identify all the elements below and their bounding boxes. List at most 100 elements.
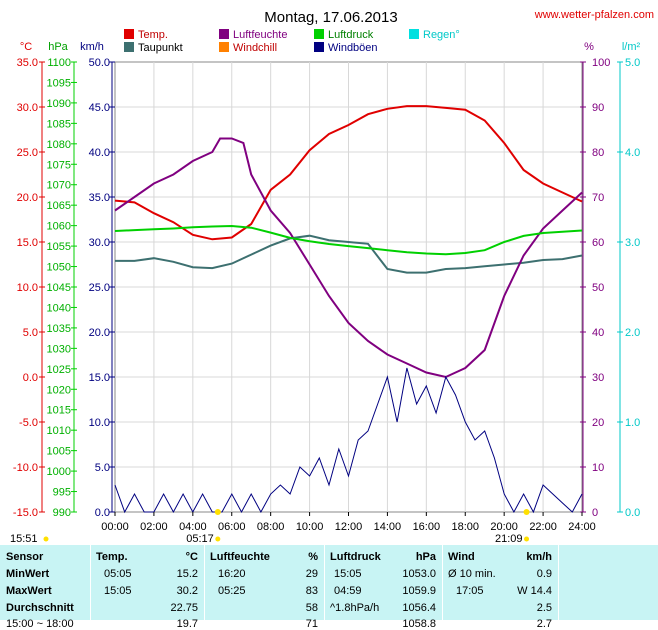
stats-time: 04:59 <box>334 585 362 597</box>
tick-label-humidity: 40 <box>592 327 604 339</box>
stats-header-temp: Temp. <box>96 551 128 563</box>
tick-label-wind: 5.0 <box>95 462 110 474</box>
tick-label-wind: 50.0 <box>89 57 110 69</box>
tick-label-pressure: 1090 <box>47 98 71 110</box>
sunrise-label: 05:17 <box>186 533 214 545</box>
tick-label-humidity: 0 <box>592 507 598 519</box>
weather-chart: Montag, 17.06.2013 www.wetter-pfalzen.co… <box>10 9 654 545</box>
tick-label-rain: 1.0 <box>625 417 640 429</box>
legend: Temp. Luftfeuchte Luftdruck Regen° Taupunkt W… <box>124 29 460 54</box>
tick-label-pressure: 1005 <box>47 446 71 458</box>
tick-label-pressure: 1100 <box>47 57 71 69</box>
stats-time: 15:05 <box>104 585 132 597</box>
stats-col-pressure: Luftdruck hPa 15:05 1053.0 04:59 1059.9 … <box>324 545 443 630</box>
legend-label: Luftfeuchte <box>233 29 287 41</box>
stats-time: 15:05 <box>334 568 362 580</box>
x-tick-label: 10:00 <box>296 521 324 533</box>
stats-time: 16:20 <box>218 568 246 580</box>
unit-celsius: °C <box>20 41 32 53</box>
tick-label-wind: 45.0 <box>89 102 110 114</box>
tick-label-wind: 15.0 <box>89 372 110 384</box>
series-line-1 <box>115 234 583 274</box>
stats-col-wind: Wind km/h Ø 10 min. 0.9 17:05 W 14.4 2.5… <box>442 545 559 630</box>
tick-label-wind: 0.0 <box>95 507 110 519</box>
stats-col-temp: Temp. °C 05:05 15.2 15:05 30.2 22.75 19.… <box>90 545 205 630</box>
tick-label-humidity: 90 <box>592 102 604 114</box>
tick-label-wind: 10.0 <box>89 417 110 429</box>
tick-label-pressure: 1020 <box>47 384 71 396</box>
x-tick-label: 00:00 <box>101 521 129 533</box>
axes: 35.0 30.0 25.0 20.0 15.0 10.0 5.0 0.0 -5.0 -10.0 -… <box>13 57 640 519</box>
x-tick-label: 20:00 <box>490 521 518 533</box>
tick-label-temperature: 30.0 <box>17 102 38 114</box>
tick-label-pressure: 1035 <box>47 323 71 335</box>
stats-value: 1056.4 <box>402 602 436 614</box>
stats-value: W 14.4 <box>517 585 552 597</box>
sunrise-marker <box>214 509 221 515</box>
legend-swatch <box>314 42 324 52</box>
tick-label-temperature: 15.0 <box>17 237 38 249</box>
stats-time: 17:05 <box>456 585 484 597</box>
sunset-label: 21:09 <box>495 533 523 545</box>
stats-value: 83 <box>305 585 318 597</box>
tick-label-temperature: 10.0 <box>17 282 38 294</box>
x-tick-label: 02:00 <box>140 521 168 533</box>
tick-label-pressure: 1055 <box>47 241 71 253</box>
stats-value: 1053.0 <box>402 568 436 580</box>
legend-swatch <box>219 29 229 39</box>
current-time-dot <box>43 536 49 542</box>
x-axis: 00:00 02:00 04:00 06:00 08:00 10:00 12:00 14:00… <box>101 512 596 533</box>
stats-col-humidity: Luftfeuchte % 16:20 29 05:25 83 58 71 <box>204 545 325 630</box>
tick-label-humidity: 100 <box>592 57 610 69</box>
tick-label-wind: 25.0 <box>89 282 110 294</box>
axis-units: °C hPa km/h% l/m² <box>20 41 641 53</box>
tick-label-pressure: 1050 <box>47 262 71 274</box>
tick-label-humidity: 10 <box>592 462 604 474</box>
tick-label-temperature: 35.0 <box>17 57 38 69</box>
stats-value: 22.75 <box>170 602 198 614</box>
tick-label-rain: 0.0 <box>625 507 640 519</box>
x-tick-label: 04:00 <box>179 521 207 533</box>
chart-title: Montag, 17.06.2013 <box>264 9 397 26</box>
x-tick-label: 16:00 <box>413 521 441 533</box>
legend-swatch <box>314 29 324 39</box>
stats-time: ^1.8hPa/h <box>330 602 380 614</box>
tick-label-temperature: 5.0 <box>23 327 38 339</box>
tick-label-pressure: 1065 <box>47 200 71 212</box>
series-line-2 <box>114 137 583 379</box>
legend-swatch <box>124 42 134 52</box>
current-time-label: 15:51 <box>10 533 38 545</box>
tick-label-pressure: 1075 <box>47 159 71 171</box>
unit-kmh: km/h <box>80 41 104 53</box>
unit-hpa: hPa <box>48 41 68 53</box>
site-link[interactable]: www.wetter-pfalzen.com <box>534 9 654 21</box>
legend-label: Taupunkt <box>138 42 183 54</box>
stats-value: 2.5 <box>536 602 552 614</box>
x-tick-label: 08:00 <box>257 521 285 533</box>
sun-markers: 05:17 21:09 15:51 <box>10 509 530 545</box>
legend-swatch <box>219 42 229 52</box>
stats-col-sensor: Sensor MinWert MaxWert Durchschnitt 15:0… <box>0 545 91 630</box>
tick-label-pressure: 1025 <box>47 364 71 376</box>
tick-label-humidity: 30 <box>592 372 604 384</box>
tick-label-humidity: 20 <box>592 417 604 429</box>
stats-header-wind: Wind <box>448 551 475 563</box>
stats-unit-temp: °C <box>185 551 198 563</box>
stats-time: Ø 10 min. <box>448 568 496 580</box>
tick-label-pressure: 1045 <box>47 282 71 294</box>
stats-value: 15.2 <box>176 568 198 580</box>
tick-label-rain: 4.0 <box>625 147 640 159</box>
tick-label-pressure: 1015 <box>47 405 71 417</box>
tick-label-humidity: 50 <box>592 282 604 294</box>
tick-label-pressure: 1095 <box>47 77 71 89</box>
tick-label-humidity: 70 <box>592 192 604 204</box>
legend-label: Luftdruck <box>328 29 374 41</box>
stats-unit-wind: km/h <box>526 551 552 563</box>
x-tick-label: 24:00 <box>568 521 596 533</box>
tick-label-wind: 30.0 <box>89 237 110 249</box>
stats-time: 05:25 <box>218 585 246 597</box>
stats-row-label: Durchschnitt <box>6 602 74 614</box>
x-tick-label: 18:00 <box>451 521 479 533</box>
tick-label-wind: 20.0 <box>89 327 110 339</box>
legend-label: Regen° <box>423 29 460 41</box>
